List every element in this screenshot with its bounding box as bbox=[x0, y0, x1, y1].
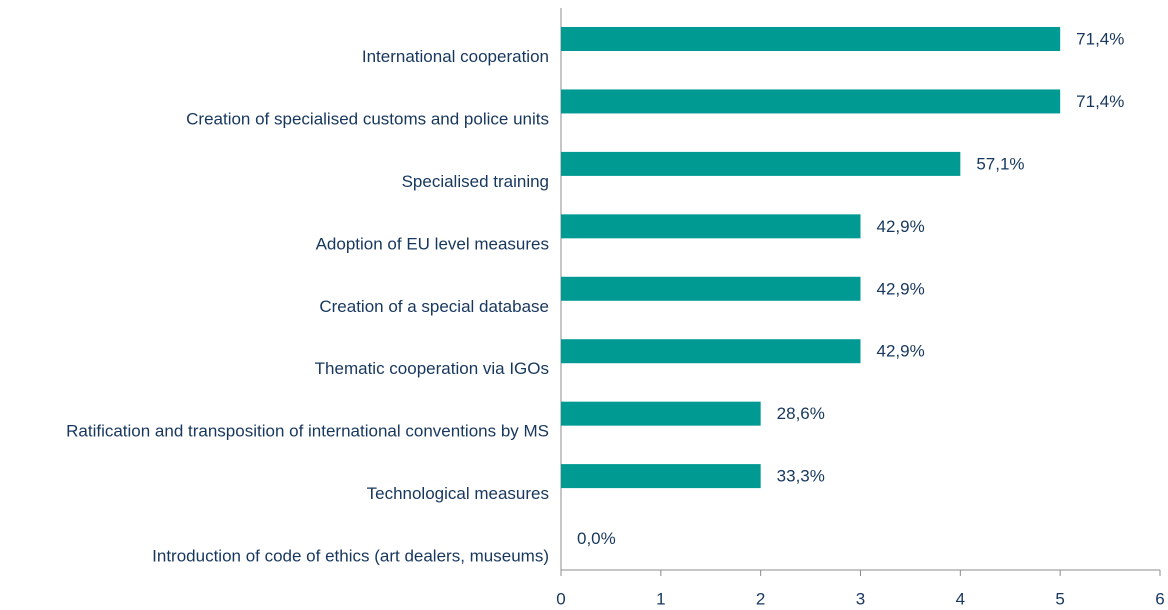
x-tick-label: 5 bbox=[1055, 589, 1064, 608]
x-tick-label: 6 bbox=[1155, 589, 1164, 608]
data-label: 71,4% bbox=[1076, 92, 1124, 111]
x-tick-label: 4 bbox=[956, 589, 965, 608]
x-tick-label: 0 bbox=[556, 589, 565, 608]
category-label: Creation of specialised customs and poli… bbox=[186, 110, 549, 129]
bar bbox=[561, 89, 1061, 114]
data-label: 42,9% bbox=[877, 279, 925, 298]
category-label: Adoption of EU level measures bbox=[316, 235, 549, 254]
data-label: 42,9% bbox=[877, 217, 925, 236]
category-label: Technological measures bbox=[367, 485, 549, 504]
bar bbox=[561, 464, 761, 489]
bar bbox=[561, 401, 761, 426]
x-tick-label: 1 bbox=[656, 589, 665, 608]
category-label: Thematic cooperation via IGOs bbox=[315, 360, 549, 379]
data-label: 71,4% bbox=[1076, 29, 1124, 48]
data-label: 28,6% bbox=[777, 404, 825, 423]
category-label: Specialised training bbox=[402, 172, 549, 191]
data-label: 42,9% bbox=[877, 342, 925, 361]
bar bbox=[561, 339, 861, 364]
x-tick-label: 2 bbox=[756, 589, 765, 608]
bar bbox=[561, 151, 961, 176]
category-label: Introduction of code of ethics (art deal… bbox=[152, 547, 549, 566]
bar bbox=[561, 214, 861, 239]
category-label: Ratification and transposition of intern… bbox=[66, 422, 549, 441]
data-label: 0,0% bbox=[577, 529, 616, 548]
data-label: 33,3% bbox=[777, 467, 825, 486]
bar bbox=[561, 27, 1061, 51]
category-label: International cooperation bbox=[362, 47, 549, 66]
category-label: Creation of a special database bbox=[319, 297, 549, 316]
x-tick-label: 3 bbox=[856, 589, 865, 608]
data-label: 57,1% bbox=[976, 154, 1024, 173]
bar bbox=[561, 276, 861, 301]
